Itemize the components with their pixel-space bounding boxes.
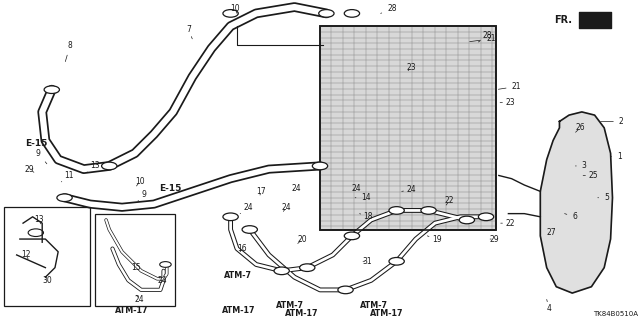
Text: 4: 4 [547, 300, 552, 314]
Text: 25: 25 [583, 171, 598, 180]
Text: 30: 30 [42, 276, 52, 285]
Circle shape [344, 10, 360, 17]
Text: 7: 7 [186, 25, 192, 39]
Text: 1: 1 [611, 152, 621, 161]
Text: 24: 24 [402, 185, 416, 194]
Text: 9: 9 [36, 149, 47, 164]
Text: FR.: FR. [554, 15, 572, 25]
Text: ATM-7: ATM-7 [360, 301, 388, 310]
Text: 21: 21 [470, 34, 495, 43]
Polygon shape [540, 112, 612, 293]
Text: 22: 22 [500, 219, 515, 228]
Bar [320, 26, 495, 229]
Text: 10: 10 [230, 4, 240, 13]
Circle shape [478, 213, 493, 220]
Text: 15: 15 [132, 263, 141, 272]
Text: 24: 24 [291, 184, 301, 193]
Text: E-15: E-15 [24, 139, 47, 148]
Text: 29: 29 [25, 164, 35, 174]
Text: 23: 23 [406, 63, 416, 72]
Text: 19: 19 [428, 235, 442, 244]
Text: 16: 16 [237, 244, 246, 253]
Text: ATM-17: ATM-17 [371, 309, 404, 318]
Circle shape [102, 162, 117, 170]
Text: 11: 11 [61, 171, 74, 182]
Circle shape [44, 86, 60, 93]
Text: 21: 21 [499, 82, 521, 91]
Text: 29: 29 [489, 235, 499, 244]
Circle shape [460, 216, 474, 224]
Text: 22: 22 [445, 196, 454, 205]
Text: 28: 28 [478, 31, 492, 42]
Text: 9: 9 [138, 190, 146, 201]
Text: 24: 24 [352, 184, 362, 193]
Text: 17: 17 [256, 187, 266, 196]
Circle shape [389, 258, 404, 265]
Circle shape [242, 226, 257, 233]
Text: 10: 10 [135, 177, 145, 186]
Circle shape [421, 207, 436, 214]
Circle shape [57, 194, 72, 202]
Text: 13: 13 [34, 215, 44, 225]
Circle shape [338, 286, 353, 294]
Text: 24: 24 [135, 295, 145, 304]
Text: E-15: E-15 [159, 184, 181, 193]
Text: 8: 8 [65, 41, 72, 61]
Text: ATM-7: ATM-7 [224, 271, 252, 280]
Text: 20: 20 [298, 235, 307, 244]
Text: 31: 31 [363, 257, 372, 266]
Text: 23: 23 [500, 98, 515, 107]
Text: ATM-7: ATM-7 [276, 301, 304, 310]
Bar [4, 207, 90, 306]
Text: 3: 3 [575, 162, 587, 171]
Text: ATM-17: ATM-17 [285, 309, 319, 318]
Text: 5: 5 [598, 193, 609, 202]
Text: 2: 2 [600, 117, 623, 126]
Text: 18: 18 [360, 212, 373, 221]
Circle shape [312, 162, 328, 170]
Text: 24: 24 [282, 203, 291, 212]
Text: ATM-17: ATM-17 [115, 306, 148, 315]
Circle shape [223, 213, 238, 220]
Circle shape [274, 267, 289, 275]
Text: 24: 24 [157, 276, 167, 285]
Text: 24: 24 [240, 203, 253, 214]
Text: 14: 14 [355, 193, 371, 202]
Circle shape [344, 232, 360, 240]
Circle shape [223, 10, 238, 17]
Text: TK84B0510A: TK84B0510A [593, 310, 638, 316]
Circle shape [319, 10, 334, 17]
Text: 6: 6 [564, 212, 577, 221]
Circle shape [160, 262, 172, 267]
Text: 26: 26 [575, 123, 585, 132]
Text: 28: 28 [381, 4, 397, 13]
Bar [320, 26, 495, 229]
Text: 12: 12 [21, 251, 31, 260]
Circle shape [389, 207, 404, 214]
Text: 13: 13 [87, 162, 100, 172]
Circle shape [300, 264, 315, 271]
Text: 27: 27 [547, 228, 556, 237]
Bar [95, 214, 175, 306]
Text: ATM-17: ATM-17 [221, 306, 255, 315]
